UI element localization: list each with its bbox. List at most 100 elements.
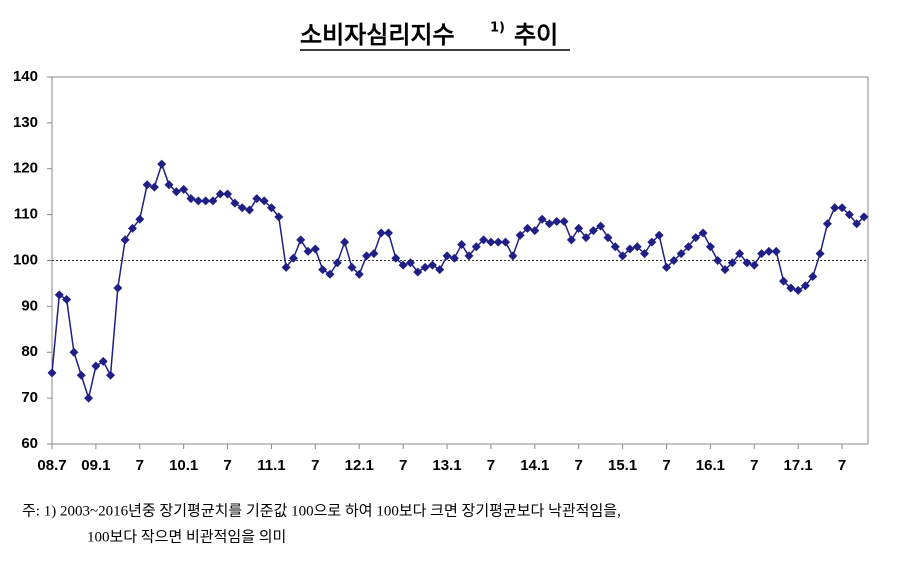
marker — [135, 214, 145, 224]
x-tick-label: 11.1 — [257, 457, 285, 474]
marker — [347, 262, 357, 272]
marker — [779, 276, 789, 286]
footnote: 100보다 작으면 비관적임을 의미 — [87, 528, 286, 545]
marker — [223, 189, 233, 199]
y-tick-label: 100 — [13, 251, 38, 268]
marker — [201, 196, 211, 206]
marker — [149, 182, 159, 192]
marker — [259, 196, 269, 206]
marker — [786, 283, 796, 293]
marker — [442, 251, 452, 261]
marker — [62, 294, 72, 304]
marker — [530, 226, 540, 236]
x-tick-label: 08.7 — [37, 457, 66, 474]
x-tick-label: 7 — [136, 457, 144, 474]
marker — [537, 214, 547, 224]
marker — [354, 269, 364, 279]
marker — [252, 194, 262, 204]
x-tick-label: 13.1 — [432, 457, 461, 474]
marker — [566, 235, 576, 245]
marker — [669, 256, 679, 265]
marker — [288, 253, 298, 263]
marker — [720, 265, 730, 275]
marker — [391, 253, 401, 263]
marker — [340, 237, 350, 247]
marker — [106, 370, 116, 380]
y-tick-label: 90 — [21, 297, 38, 314]
marker — [830, 203, 840, 213]
x-tick-label: 7 — [662, 457, 670, 474]
marker — [362, 251, 372, 261]
marker — [325, 269, 335, 279]
x-tick-label: 7 — [838, 457, 846, 474]
marker — [822, 219, 832, 229]
marker — [208, 196, 218, 206]
marker — [581, 233, 591, 243]
marker — [164, 180, 174, 190]
marker — [640, 249, 650, 259]
marker — [310, 244, 320, 254]
marker — [661, 262, 671, 272]
x-tick-label: 09.1 — [81, 457, 110, 474]
marker — [449, 253, 459, 263]
marker — [76, 370, 86, 380]
title-end: 추이 — [514, 21, 558, 49]
marker — [435, 265, 445, 275]
marker — [837, 203, 847, 213]
marker — [47, 368, 57, 378]
marker — [486, 237, 496, 247]
marker — [552, 217, 562, 227]
chart-title: 소비자심리지수 — [300, 21, 455, 49]
marker — [793, 285, 803, 295]
marker — [574, 223, 584, 233]
marker — [501, 237, 511, 247]
marker — [179, 184, 189, 194]
marker — [596, 221, 606, 231]
marker — [479, 235, 489, 245]
x-tick-label: 15.1 — [608, 457, 637, 474]
marker — [281, 262, 291, 272]
marker — [296, 235, 306, 245]
y-tick-label: 60 — [21, 435, 38, 452]
marker — [515, 230, 525, 240]
marker — [742, 258, 752, 268]
marker — [91, 361, 101, 371]
marker — [384, 228, 394, 238]
marker — [245, 205, 255, 215]
x-tick-label: 12.1 — [345, 457, 374, 474]
x-tick-label: 16.1 — [696, 457, 725, 474]
marker — [727, 258, 737, 268]
marker — [464, 251, 474, 261]
x-tick-label: 7 — [223, 457, 231, 474]
marker — [142, 180, 152, 190]
marker — [559, 217, 569, 227]
marker — [54, 290, 64, 300]
marker — [618, 251, 628, 261]
marker — [603, 233, 613, 243]
marker — [98, 356, 108, 366]
marker — [771, 246, 781, 256]
marker — [127, 223, 137, 233]
marker — [413, 267, 423, 277]
x-tick-label: 7 — [750, 457, 758, 474]
marker — [705, 242, 715, 252]
x-tick-label: 7 — [575, 457, 583, 474]
marker — [654, 230, 664, 240]
marker — [318, 265, 328, 275]
marker — [427, 260, 437, 270]
y-tick-label: 130 — [13, 114, 38, 131]
marker — [69, 347, 79, 357]
y-tick-label: 70 — [21, 389, 38, 406]
marker — [369, 249, 379, 259]
marker — [698, 228, 708, 238]
marker — [610, 242, 620, 252]
marker — [266, 203, 276, 213]
marker — [852, 219, 862, 229]
marker — [632, 242, 642, 252]
y-tick-label: 140 — [13, 68, 38, 85]
marker — [186, 194, 196, 204]
title-note: 1) — [490, 21, 505, 36]
marker — [493, 237, 503, 247]
marker — [815, 249, 825, 259]
